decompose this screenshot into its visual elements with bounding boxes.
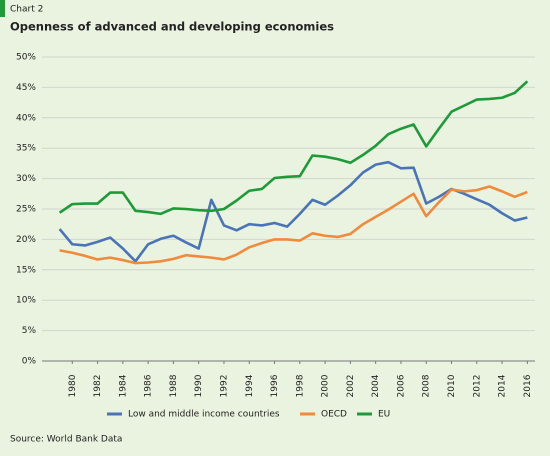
x-tick-label: 1998 [295,374,305,397]
x-tick-label: 2006 [396,374,406,397]
x-tick-label: 1992 [219,375,229,398]
y-tick-label: 10% [16,296,36,306]
y-tick-label: 15% [16,265,36,275]
label-marker [0,0,5,17]
y-tick-label: 20% [16,235,36,245]
y-tick-label: 5% [22,326,37,336]
y-tick-label: 45% [16,83,36,93]
source: Source: World Bank Data [10,435,122,445]
chart-label: Chart 2 [10,5,43,15]
x-tick-label: 1982 [93,375,103,398]
legend-label: Low and middle income countries [128,410,280,420]
x-tick-label: 1980 [68,374,78,397]
x-tick-label: 2016 [523,374,533,397]
y-tick-label: 40% [16,113,36,123]
x-tick-label: 2010 [447,374,457,397]
x-tick-label: 2014 [498,374,508,397]
x-tick-label: 1996 [270,374,280,397]
x-tick-label: 2004 [371,374,381,397]
x-tick-label: 1984 [118,374,128,397]
x-tick-label: 1988 [169,374,179,397]
x-tick-label: 2012 [472,375,482,398]
x-tick-label: 2008 [422,374,432,397]
series-line [58,80,529,216]
x-tick-label: 1994 [245,374,255,397]
x-tick-label: 2000 [321,374,331,397]
series-line [59,185,528,265]
chart-title: Openness of advanced and developing econ… [10,20,334,34]
y-tick-label: 50% [16,53,36,63]
y-tick-label: 0% [22,357,37,367]
legend-label: OECD [321,410,347,420]
x-tick-label: 1990 [194,374,204,397]
x-tick-label: 2002 [346,375,356,398]
y-tick-label: 35% [16,144,36,154]
y-tick-label: 30% [16,174,36,184]
y-tick-label: 25% [16,205,36,215]
legend-label: EU [378,410,390,420]
x-tick-label: 1986 [144,374,154,397]
